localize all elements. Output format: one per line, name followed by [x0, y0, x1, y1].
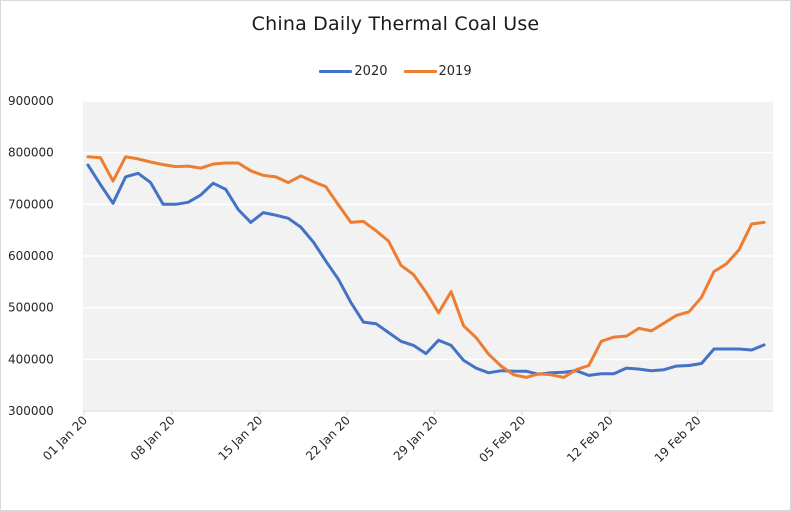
x-tick-label: 15 Jan 20 [215, 413, 265, 463]
legend-swatch-2019 [403, 70, 437, 73]
legend-swatch-2020 [319, 70, 353, 73]
legend-label-2019: 2019 [438, 64, 472, 79]
legend-item-2019[interactable]: 2019 [403, 64, 472, 79]
chart-legend: 2020 2019 [0, 64, 791, 79]
legend-item-2020[interactable]: 2020 [319, 64, 388, 79]
chart-title: China Daily Thermal Coal Use [251, 13, 540, 35]
y-tick-label: 600000 [8, 249, 54, 263]
y-tick-label: 700000 [8, 197, 54, 211]
x-tick-label: 19 Feb 20 [652, 413, 704, 465]
x-tick-label: 01 Jan 20 [40, 413, 90, 463]
legend-label-2020: 2020 [354, 64, 388, 79]
x-tick-label: 05 Feb 20 [476, 413, 528, 465]
series-line-2020 [86, 163, 766, 377]
y-tick-label: 400000 [8, 352, 54, 366]
x-tick-label: 12 Feb 20 [564, 413, 616, 465]
y-tick-label: 300000 [8, 404, 54, 418]
x-tick-label: 08 Jan 20 [128, 413, 178, 463]
x-tick-label: 29 Jan 20 [391, 413, 441, 463]
y-tick-label: 900000 [8, 94, 54, 108]
x-tick-label: 22 Jan 20 [303, 413, 353, 463]
series-line-2019 [86, 155, 766, 379]
y-tick-label: 500000 [8, 301, 54, 315]
y-tick-label: 800000 [8, 146, 54, 160]
